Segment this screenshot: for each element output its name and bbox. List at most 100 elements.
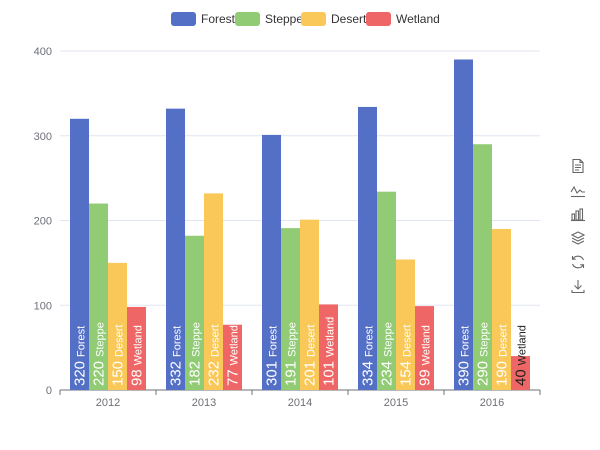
- data-label-value: 150: [110, 361, 127, 386]
- data-label-steppe-2016: 290 Steppe: [475, 322, 492, 386]
- data-label-value: 334: [360, 361, 377, 386]
- bar-steppe-2015: [377, 191, 396, 390]
- y-tick-label-200: 200: [34, 216, 52, 228]
- bar-wetland-2016: [511, 356, 530, 390]
- data-label-value: 98: [129, 369, 146, 386]
- legend-swatch-steppe: [235, 12, 260, 26]
- bar-desert-2012: [108, 262, 127, 390]
- stack-icon[interactable]: [568, 228, 588, 248]
- x-tick-label-2014: 2014: [288, 397, 312, 409]
- bar-desert-2016: [492, 228, 511, 390]
- bar-forest-2012: [70, 118, 89, 391]
- legend-item-desert[interactable]: Desert: [301, 9, 366, 29]
- data-label-series-name: Steppe: [383, 322, 395, 357]
- data-label-forest-2016: 390 Forest: [456, 326, 473, 386]
- bar-wetland-2014: [319, 304, 338, 390]
- data-label-series-name: Forest: [172, 326, 184, 357]
- data-label-value: 154: [398, 361, 415, 386]
- data-label-desert-2015: 154 Desert: [398, 325, 415, 386]
- x-tick-label-2016: 2016: [480, 397, 504, 409]
- data-label-series-name: Forest: [460, 326, 472, 357]
- toolbox: [568, 156, 588, 300]
- bar-steppe-2014: [281, 228, 300, 390]
- data-label-desert-2016: 190 Desert: [494, 325, 511, 386]
- legend-item-steppe[interactable]: Steppe: [235, 9, 303, 29]
- data-label-series-name: Wetland: [133, 325, 145, 365]
- data-label-series-name: Steppe: [287, 322, 299, 357]
- data-label-desert-2014: 201 Desert: [302, 325, 319, 386]
- bar-steppe-2016: [473, 144, 492, 390]
- data-label-series-name: Desert: [402, 325, 414, 357]
- bar-wetland-2012: [127, 306, 146, 390]
- bar-desert-2015: [396, 259, 415, 390]
- data-label-forest-2014: 301 Forest: [264, 326, 281, 386]
- data-label-value: 390: [456, 361, 473, 386]
- legend-item-wetland[interactable]: Wetland: [366, 9, 440, 29]
- data-label-series-name: Forest: [76, 326, 88, 357]
- data-label-series-name: Wetland: [421, 325, 433, 365]
- data-label-series-name: Forest: [268, 326, 280, 357]
- data-label-steppe-2012: 220 Steppe: [91, 322, 108, 386]
- data-label-desert-2013: 232 Desert: [206, 325, 223, 386]
- legend-label-wetland: Wetland: [396, 12, 440, 26]
- data-label-steppe-2013: 182 Steppe: [187, 322, 204, 386]
- x-tick-label-2015: 2015: [384, 397, 408, 409]
- data-label-wetland-2013: 77 Wetland: [225, 325, 242, 386]
- data-label-wetland-2015: 99 Wetland: [417, 325, 434, 386]
- data-label-value: 234: [379, 361, 396, 386]
- x-tick-label-2013: 2013: [192, 397, 216, 409]
- data-label-series-name: Desert: [114, 325, 126, 357]
- data-label-value: 99: [417, 369, 434, 386]
- bar-forest-2016: [454, 59, 473, 390]
- data-label-series-name: Wetland: [325, 317, 337, 357]
- legend-swatch-forest: [171, 12, 196, 26]
- data-label-value: 191: [283, 361, 300, 386]
- bar-chart-icon[interactable]: [568, 204, 588, 224]
- data-label-series-name: Steppe: [95, 322, 107, 357]
- restore-icon[interactable]: [568, 252, 588, 272]
- data-label-value: 101: [321, 361, 338, 386]
- bar-forest-2013: [166, 108, 185, 390]
- data-label-steppe-2015: 234 Steppe: [379, 322, 396, 386]
- line-chart-icon[interactable]: [568, 180, 588, 200]
- data-view-icon[interactable]: [568, 156, 588, 176]
- data-label-value: 77: [225, 369, 242, 386]
- data-label-series-name: Steppe: [479, 322, 491, 357]
- bar-forest-2015: [358, 106, 377, 390]
- data-label-value: 232: [206, 361, 223, 386]
- data-label-wetland-2016: 40 Wetland: [513, 325, 530, 386]
- bar-steppe-2012: [89, 203, 108, 390]
- data-label-value: 201: [302, 361, 319, 386]
- data-label-value: 182: [187, 361, 204, 386]
- y-tick-label-300: 300: [34, 131, 52, 143]
- bar-steppe-2013: [185, 235, 204, 390]
- y-tick-label-400: 400: [34, 46, 52, 58]
- bar-desert-2014: [300, 219, 319, 390]
- data-label-series-name: Wetland: [229, 325, 241, 365]
- data-label-series-name: Desert: [210, 325, 222, 357]
- data-label-series-name: Wetland: [517, 325, 529, 365]
- legend-label-desert: Desert: [331, 12, 367, 26]
- data-label-series-name: Steppe: [191, 322, 203, 357]
- legend-swatch-wetland: [366, 12, 391, 26]
- data-label-forest-2015: 334 Forest: [360, 326, 377, 386]
- save-image-icon[interactable]: [568, 276, 588, 296]
- data-label-value: 320: [72, 361, 89, 386]
- legend-swatch-desert: [301, 12, 326, 26]
- data-label-wetland-2012: 98 Wetland: [129, 325, 146, 386]
- legend-label-forest: Forest: [201, 12, 236, 26]
- y-tick-label-0: 0: [46, 385, 52, 397]
- bar-wetland-2015: [415, 306, 434, 390]
- x-tick-label-2012: 2012: [96, 397, 120, 409]
- data-label-value: 290: [475, 361, 492, 386]
- bar-wetland-2013: [223, 324, 242, 390]
- legend: Forest Steppe Desert Wetland: [0, 9, 600, 29]
- data-label-value: 40: [513, 369, 530, 386]
- legend-item-forest[interactable]: Forest: [171, 9, 235, 29]
- data-label-wetland-2014: 101 Wetland: [321, 317, 338, 386]
- data-label-value: 220: [91, 361, 108, 386]
- data-label-value: 190: [494, 361, 511, 386]
- data-label-forest-2013: 332 Forest: [168, 326, 185, 386]
- data-label-series-name: Forest: [364, 326, 376, 357]
